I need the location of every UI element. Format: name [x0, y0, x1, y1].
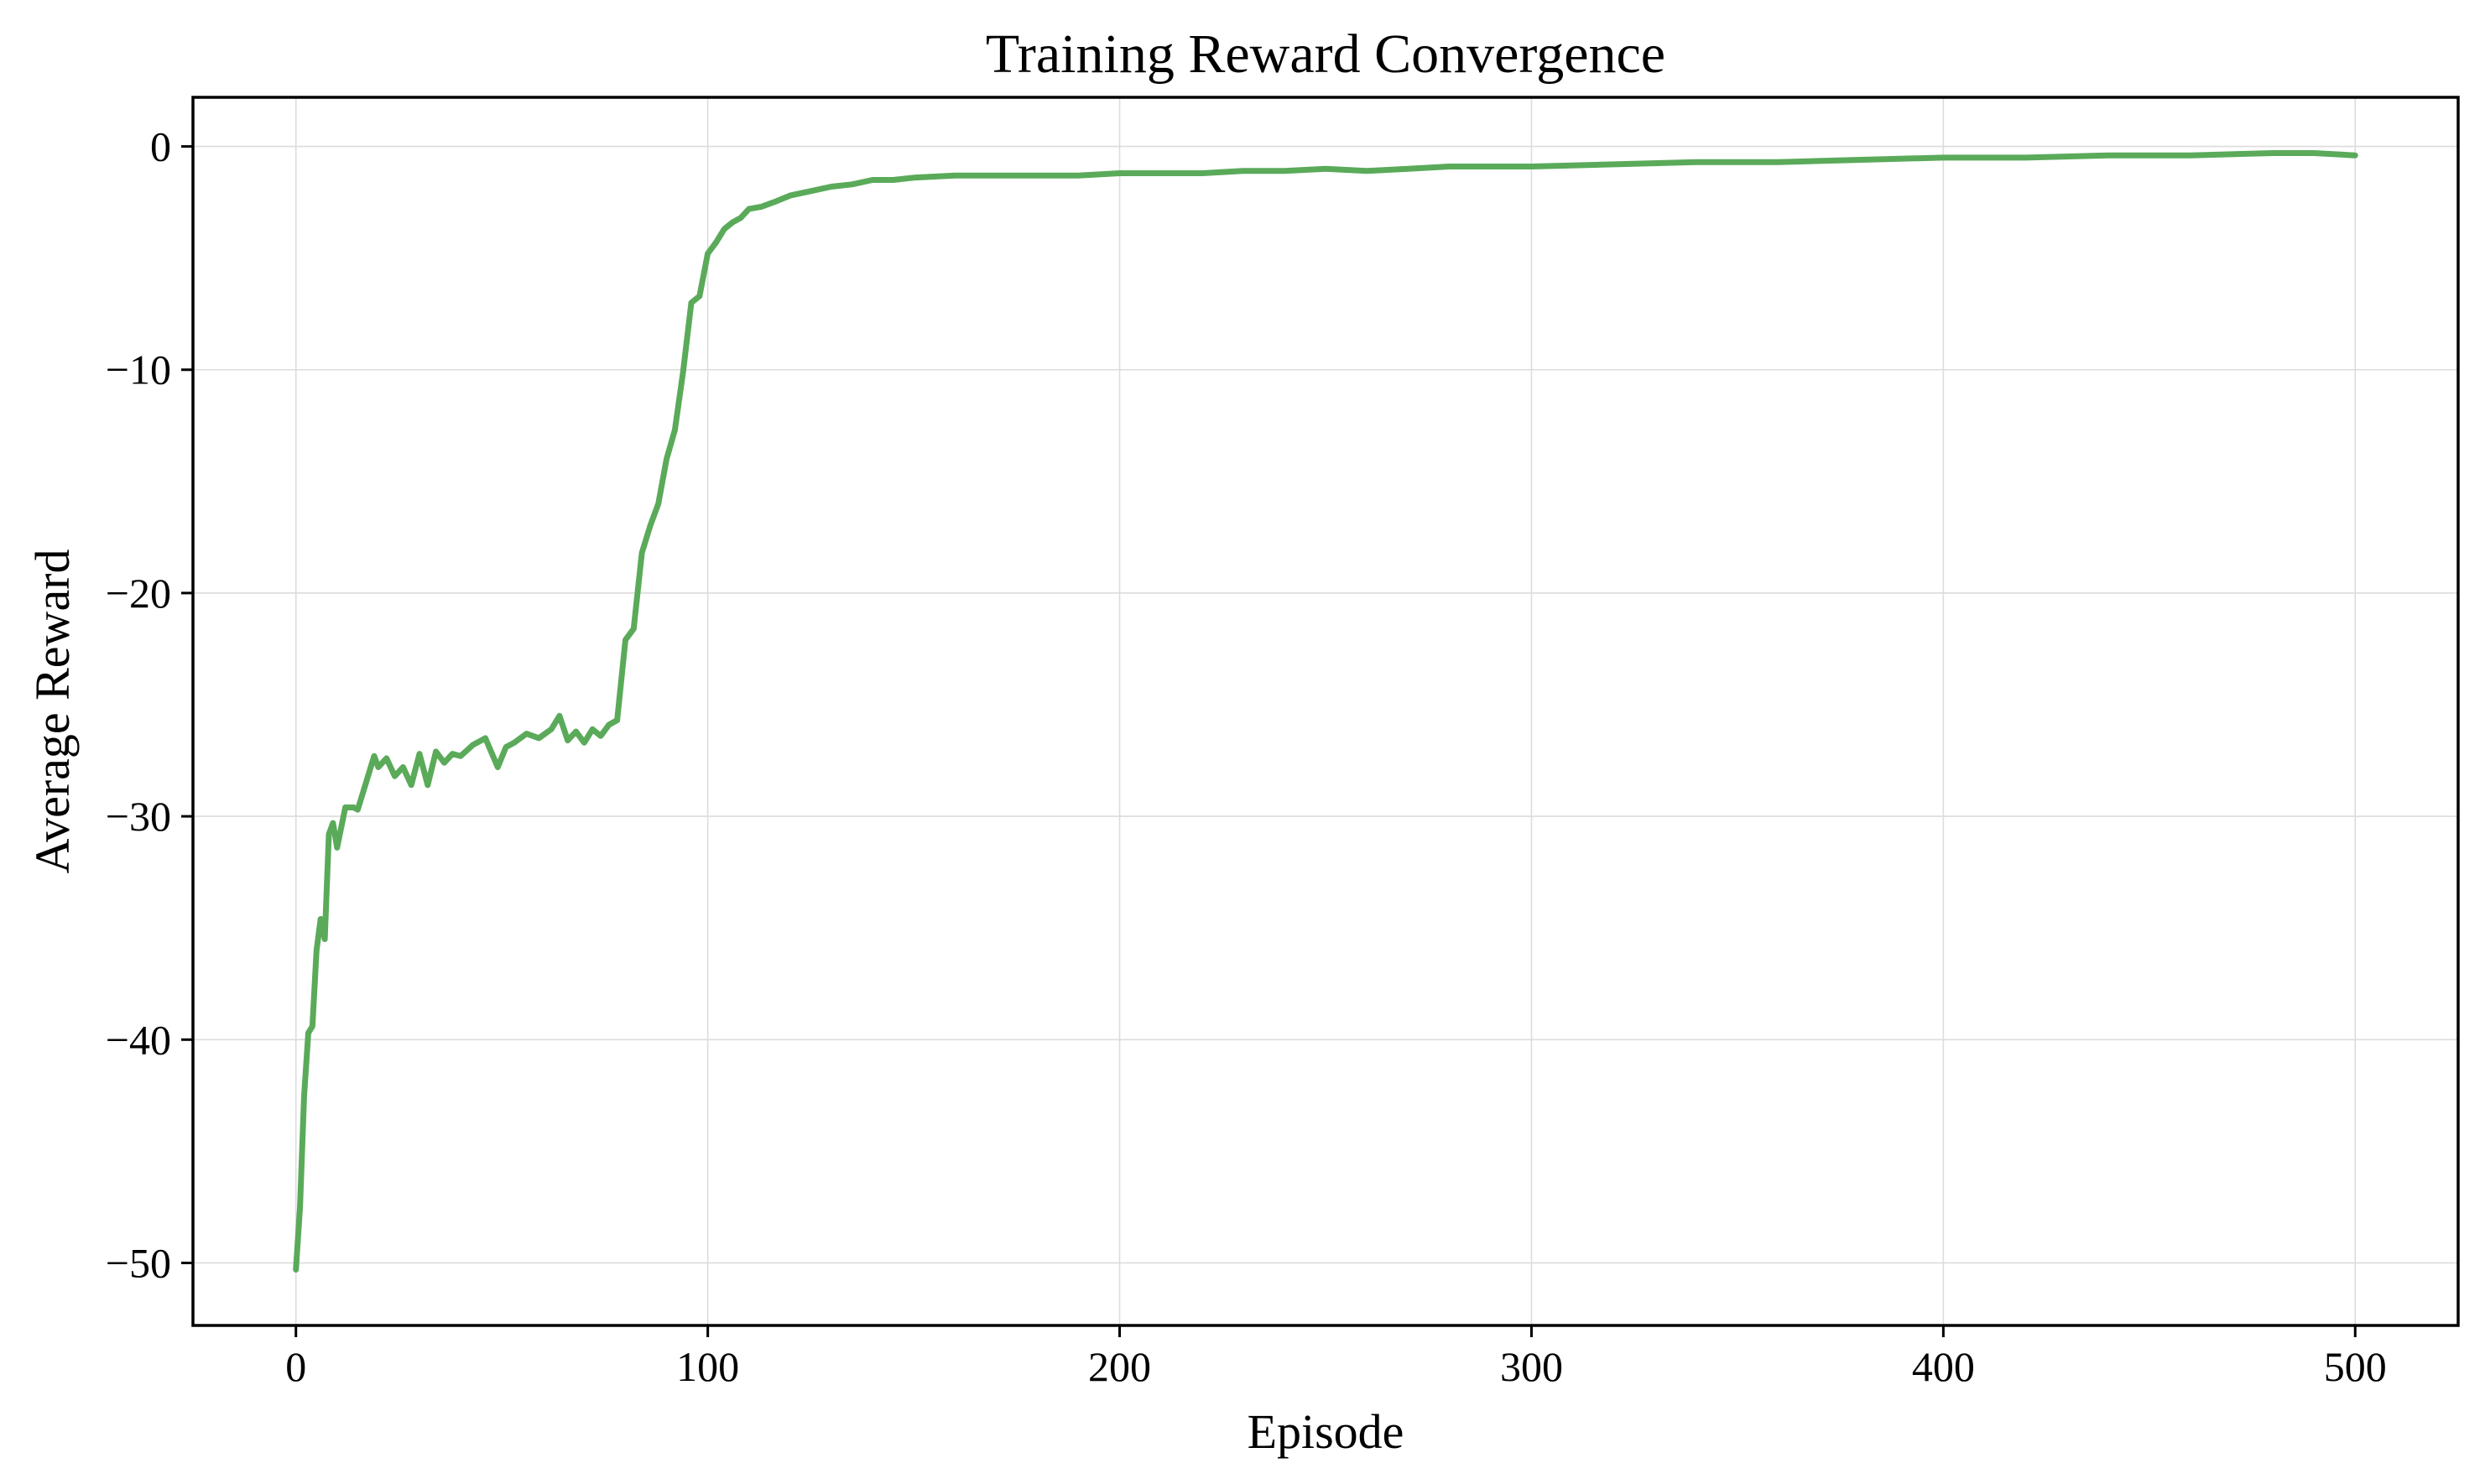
y-axis-label: Average Reward [25, 549, 80, 874]
plot-frame [191, 96, 2460, 1327]
x-tick-label: 300 [1500, 1343, 1563, 1390]
x-tick-label: 500 [2324, 1343, 2387, 1390]
series-line-0 [293, 150, 2358, 1273]
y-tick-label: −30 [106, 793, 171, 840]
tick-layer: 0 100 200 300 400 500 0 −10 −20 −30 −40 −50 [106, 123, 2387, 1390]
y-tick-label: −50 [106, 1239, 171, 1286]
grid-layer [193, 97, 2458, 1325]
chart-title: Training Reward Convergence [986, 23, 1665, 85]
y-tick-label: 0 [150, 123, 171, 170]
x-axis-label: Episode [1248, 1404, 1404, 1459]
x-tick-label: 100 [676, 1343, 739, 1390]
series-layer [293, 150, 2358, 1273]
x-tick-label: 200 [1088, 1343, 1151, 1390]
x-tick-label: 400 [1912, 1343, 1975, 1390]
x-tick-label: 0 [285, 1343, 306, 1390]
y-tick-label: −10 [106, 346, 171, 393]
y-tick-label: −40 [106, 1016, 171, 1063]
y-tick-label: −20 [106, 570, 171, 617]
